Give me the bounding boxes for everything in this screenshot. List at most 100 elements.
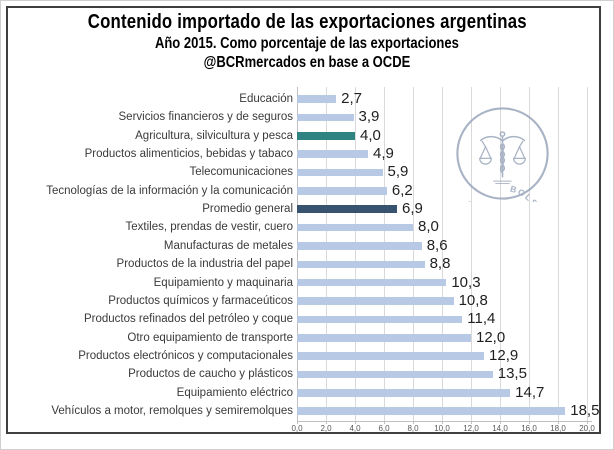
gridline xyxy=(500,87,501,421)
bar xyxy=(297,132,355,140)
chart-row: Promedio general 6,9 xyxy=(8,200,604,218)
category-label: Productos alimenticios, bebidas y tabaco xyxy=(84,148,293,161)
bar xyxy=(297,113,354,122)
value-label: 13,5 xyxy=(497,365,527,383)
chart-row: Manufacturas de metales 8,6 xyxy=(8,237,604,255)
value-label: 18,5 xyxy=(570,401,600,419)
axis-tick-mark xyxy=(355,421,356,424)
x-axis-tick-label: 20,0 xyxy=(579,424,595,433)
category-label: Productos refinados del petróleo y coque xyxy=(83,313,293,326)
chart-row: Agricultura, silvicultura y pesca 4,0 xyxy=(8,127,604,145)
axis-tick-mark xyxy=(442,421,443,424)
axis-tick-mark xyxy=(326,421,327,424)
value-label: 12,0 xyxy=(476,328,506,346)
category-label: Promedio general xyxy=(202,203,293,216)
value-label: 4,9 xyxy=(373,145,394,163)
chart-row: Vehículos a motor, remolques y semiremol… xyxy=(8,402,604,420)
x-axis-tick-label: 12,0 xyxy=(463,424,479,433)
bar xyxy=(297,388,511,397)
x-axis-tick-label: 4,0 xyxy=(349,424,361,433)
axis-tick-mark xyxy=(384,421,385,424)
bar xyxy=(297,407,566,415)
bar xyxy=(297,370,493,379)
bar xyxy=(297,95,337,103)
chart-row: Tecnologías de la información y la comun… xyxy=(8,182,604,200)
bar xyxy=(297,242,422,250)
gridline xyxy=(442,87,443,421)
bar xyxy=(297,278,447,287)
value-label: 6,9 xyxy=(402,200,423,218)
category-label: Agricultura, silvicultura y pesca xyxy=(135,129,293,142)
chart-row: Equipamiento eléctrico 14,7 xyxy=(8,384,604,402)
x-axis-line xyxy=(297,421,592,422)
scale-left-icon xyxy=(479,140,492,165)
caduceus-icon xyxy=(479,131,526,178)
axis-tick-mark xyxy=(413,421,414,424)
value-label: 11,4 xyxy=(467,310,496,328)
category-label: Equipamiento y maquinaria xyxy=(153,276,293,289)
value-label: 4,0 xyxy=(360,126,381,144)
category-label: Otro equipamiento de transporte xyxy=(127,331,293,344)
bcr-logo-watermark: BOLSA DE COMERCIO DE ROSARIO xyxy=(456,107,549,202)
chart-row: Productos de la industria del papel 8,8 xyxy=(8,255,604,273)
bar xyxy=(297,223,413,232)
category-label: Productos de la industria del papel xyxy=(116,258,293,271)
x-axis-tick-label: 2,0 xyxy=(320,424,332,433)
value-label: 6,2 xyxy=(391,181,413,199)
gridline xyxy=(384,87,385,421)
category-label: Tecnologías de la información y la comun… xyxy=(46,184,293,197)
chart-frame xyxy=(6,6,601,434)
chart-subtitle: Año 2015. Como porcentaje de las exporta… xyxy=(155,35,459,52)
gridline xyxy=(587,87,588,421)
x-axis-tick-label: 14,0 xyxy=(492,424,508,433)
axis-tick-mark xyxy=(500,421,501,424)
chart-row: Productos refinados del petróleo y coque… xyxy=(8,310,604,328)
chart-row: Otro equipamiento de transporte 12,0 xyxy=(8,329,604,347)
gridline xyxy=(558,87,559,421)
bar xyxy=(297,150,369,159)
chart-row: Productos químicos y farmaceúticos 10,8 xyxy=(8,292,604,310)
chart-row: Productos electrónicos y computacionales… xyxy=(8,347,604,365)
value-label: 2,7 xyxy=(341,90,362,107)
chart-row: Equipamiento y maquinaria 10,3 xyxy=(8,274,604,292)
chart-row: Productos alimenticios, bebidas y tabaco… xyxy=(8,145,604,163)
chart-title: Contenido importado de las exportaciones… xyxy=(87,11,527,33)
bar xyxy=(297,297,454,305)
gridline xyxy=(529,87,530,421)
value-label: 3,9 xyxy=(358,108,380,126)
x-axis-tick-label: 8,0 xyxy=(407,424,419,433)
axis-tick-mark xyxy=(297,421,298,424)
value-label: 8,8 xyxy=(429,255,451,273)
value-label: 10,3 xyxy=(451,273,481,291)
chart-source-attribution: @BCRmercados en base a OCDE xyxy=(203,54,411,71)
gridline xyxy=(326,87,327,421)
x-axis-tick-label: 16,0 xyxy=(521,424,537,433)
category-label: Manufacturas de metales xyxy=(163,239,293,252)
bar xyxy=(297,333,471,342)
bar xyxy=(297,205,398,214)
chart-row: Educación 2,7 xyxy=(8,90,604,108)
axis-tick-mark xyxy=(587,421,588,424)
bar xyxy=(297,168,383,177)
category-label: Servicios financieros y de seguros xyxy=(118,111,294,124)
axis-tick-mark xyxy=(558,421,559,424)
category-label: Productos de caucho y plásticos xyxy=(128,368,293,381)
value-label: 5,9 xyxy=(387,163,409,181)
seal-ring xyxy=(456,107,549,200)
value-label: 10,8 xyxy=(458,291,488,309)
category-label: Textiles, prendas de vestir, cuero xyxy=(125,221,293,234)
chart-title-block: Contenido importado de las exportaciones… xyxy=(0,11,614,72)
value-label: 8,6 xyxy=(426,236,448,254)
value-label: 12,9 xyxy=(489,346,519,364)
y-axis-line xyxy=(297,87,298,421)
category-label: Vehículos a motor, remolques y semiremol… xyxy=(51,404,293,417)
seal-bottom-flourish xyxy=(493,180,512,185)
bar xyxy=(297,187,387,195)
value-label: 8,0 xyxy=(418,218,439,236)
value-label: 14,7 xyxy=(515,383,545,401)
category-label: Productos electrónicos y computacionales xyxy=(78,349,293,362)
x-axis-tick-label: 18,0 xyxy=(550,424,566,433)
x-axis-tick-label: 0,0 xyxy=(291,424,303,433)
bar xyxy=(297,315,463,324)
